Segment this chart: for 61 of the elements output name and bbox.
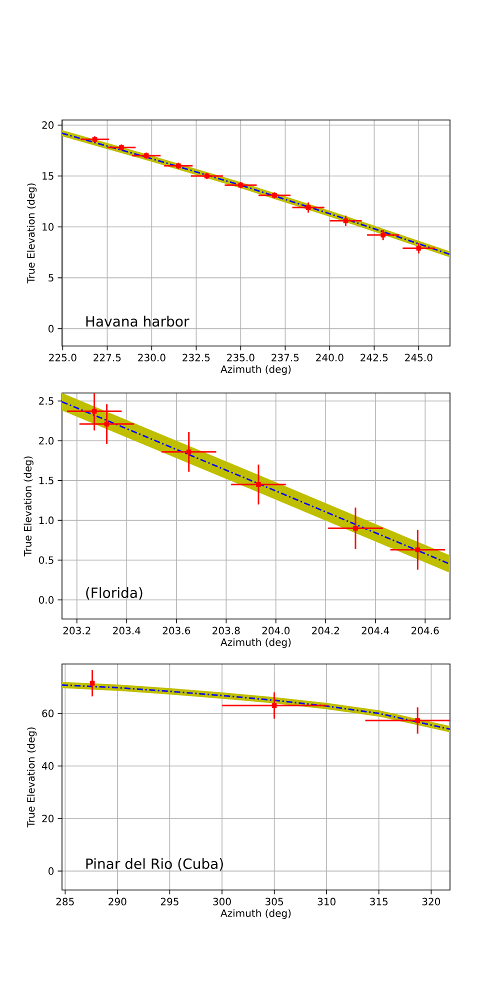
annotation: Havana harbor bbox=[86, 316, 190, 327]
x-tick-label: 285 bbox=[56, 898, 74, 906]
y-tick-label: 0.5 bbox=[38, 556, 54, 564]
x-tick-label: 204.6 bbox=[412, 626, 439, 634]
y-axis-title: True Elevation (deg) bbox=[24, 456, 34, 556]
point bbox=[104, 422, 110, 426]
point bbox=[92, 408, 97, 414]
point bbox=[306, 205, 311, 210]
x-tick-label: 230.0 bbox=[138, 354, 166, 362]
point bbox=[415, 547, 420, 552]
annotation: (Florida) bbox=[86, 587, 142, 600]
x-tick-label: 310 bbox=[318, 898, 336, 906]
x-tick-label: 203.4 bbox=[113, 626, 140, 634]
x-tick-label: 204.2 bbox=[312, 626, 339, 634]
x-tick-label: 295 bbox=[160, 898, 178, 906]
x-axis-title: Azimuth (deg) bbox=[220, 365, 291, 375]
x-tick-label: 237.5 bbox=[272, 354, 299, 362]
point bbox=[415, 718, 420, 723]
x-tick-label: 235.0 bbox=[227, 354, 254, 362]
y-tick-label: 15 bbox=[42, 172, 54, 180]
y-tick-label: 0 bbox=[48, 867, 54, 875]
y-tick-label: 1.5 bbox=[39, 476, 54, 484]
x-tick-label: 242.5 bbox=[360, 354, 388, 362]
y-axis-title: True Elevation (deg) bbox=[26, 184, 37, 284]
x-tick-label: 305 bbox=[266, 898, 283, 906]
y-tick-label: 2.0 bbox=[39, 436, 54, 445]
x-tick-label: 204.4 bbox=[362, 626, 390, 634]
x-tick-label: 204.0 bbox=[262, 626, 290, 634]
point bbox=[380, 232, 386, 238]
y-tick-label: 60 bbox=[42, 710, 54, 718]
y-tick-label: 2.5 bbox=[39, 397, 54, 405]
y-tick-label: 5 bbox=[48, 274, 54, 282]
x-tick-label: 300 bbox=[213, 898, 231, 906]
y-tick-label: 0.0 bbox=[38, 596, 54, 604]
x-tick-label: 320 bbox=[422, 898, 440, 906]
x-tick-label: 203.6 bbox=[162, 626, 190, 634]
y-tick-label: 1.0 bbox=[39, 516, 54, 524]
x-tick-label: 240.0 bbox=[316, 354, 344, 362]
x-tick-label: 203.8 bbox=[212, 626, 240, 634]
y-tick-label: 0 bbox=[48, 324, 54, 332]
point bbox=[416, 246, 422, 251]
point bbox=[186, 449, 192, 454]
point bbox=[256, 482, 261, 487]
point bbox=[353, 526, 358, 531]
x-tick-label: 227.5 bbox=[94, 354, 121, 362]
x-tick-label: 245.0 bbox=[405, 354, 432, 362]
x-tick-label: 232.5 bbox=[182, 354, 210, 362]
x-tick-label: 315 bbox=[370, 898, 388, 906]
point bbox=[272, 703, 277, 708]
y-tick-label: 40 bbox=[42, 762, 54, 770]
y-tick-label: 20 bbox=[42, 814, 54, 822]
x-axis-title: Azimuth (deg) bbox=[220, 909, 291, 919]
y-tick-label: 10 bbox=[42, 223, 54, 231]
x-tick-label: 203.2 bbox=[63, 626, 90, 634]
x-tick-label: 225.0 bbox=[49, 354, 76, 362]
x-axis-title: Azimuth (deg) bbox=[220, 638, 291, 648]
point bbox=[343, 218, 348, 224]
x-tick-label: 290 bbox=[108, 898, 126, 906]
annotation: Pinar del Rio (Cuba) bbox=[86, 858, 223, 871]
y-tick-label: 20 bbox=[42, 121, 54, 129]
y-axis-title: True Elevation (deg) bbox=[26, 728, 37, 828]
